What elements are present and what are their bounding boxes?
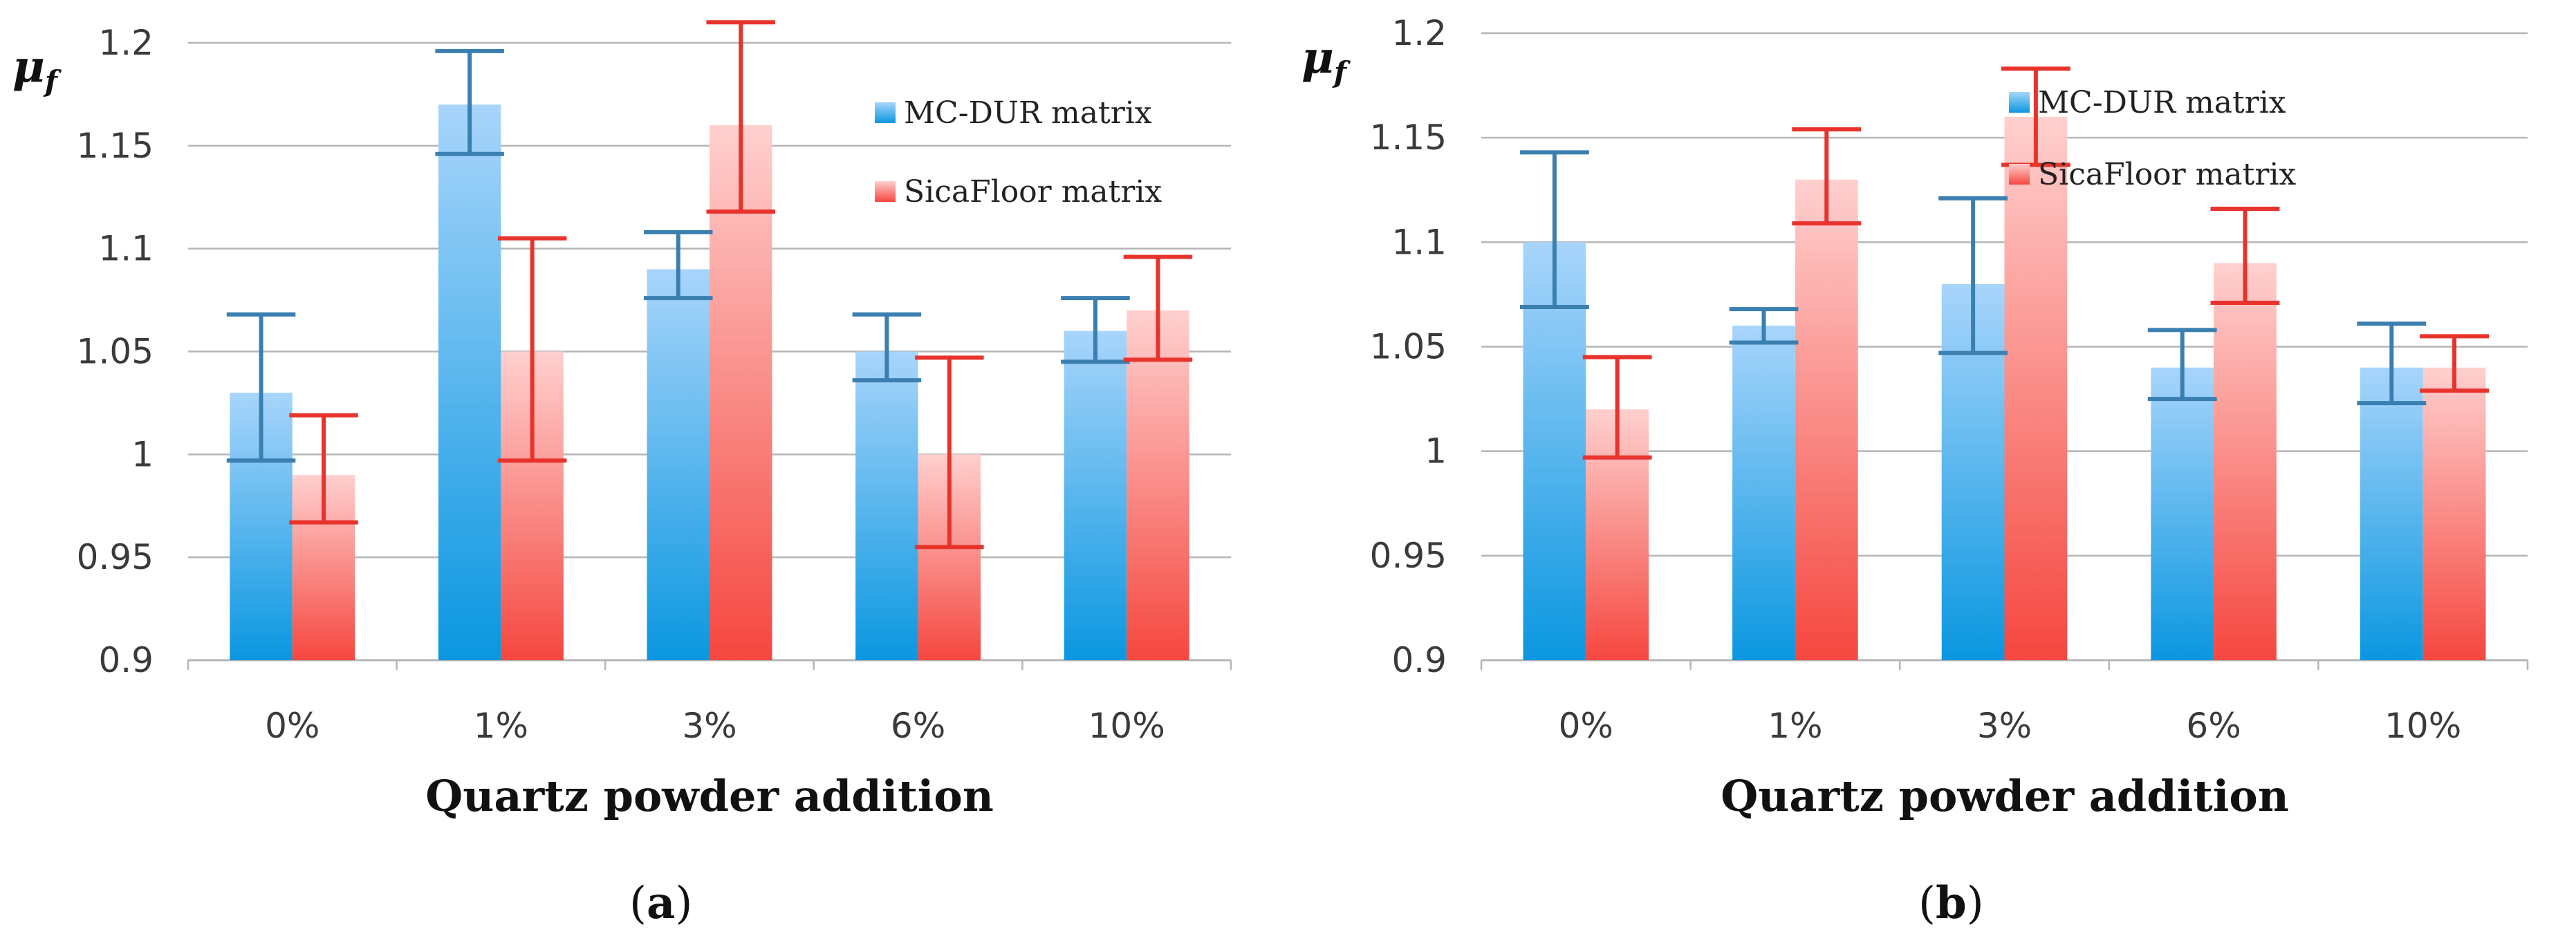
legend-swatch-sicafloor xyxy=(2009,164,2030,185)
y-tick-label: 1.1 xyxy=(98,229,154,269)
y-tick-label: 0.9 xyxy=(1391,640,1447,680)
y-tick-label: 1.2 xyxy=(98,23,154,63)
chart-panel-b: 0.9 0.95 1 1.05 1.1 1.15 1.2 0% 1% 3% 6% 10% μf Qu… xyxy=(1301,13,2529,929)
legend-label-mc-dur: MC-DUR matrix xyxy=(904,95,1152,131)
bar-mc-dur xyxy=(855,351,918,660)
x-tick-label: 6% xyxy=(891,706,945,746)
bar-sicafloor xyxy=(2422,367,2486,660)
legend-label-sicafloor: SicaFloor matrix xyxy=(904,174,1162,209)
x-tick-label: 10% xyxy=(2384,706,2461,746)
x-tick-label: 0% xyxy=(265,706,319,746)
error-bar-sicafloor xyxy=(1123,254,1193,362)
x-tick-label: 3% xyxy=(1977,706,2032,746)
x-tick-label: 10% xyxy=(1088,706,1165,746)
error-bar-sicafloor xyxy=(1582,355,1652,460)
error-bar-mc-dur xyxy=(1061,296,1130,364)
y-tick-label: 1.05 xyxy=(77,332,154,372)
y-tick-label: 1.15 xyxy=(77,126,154,166)
y-tick-label: 0.95 xyxy=(77,537,154,577)
error-bar-sicafloor xyxy=(706,20,776,214)
x-tick-label: 0% xyxy=(1559,706,1613,746)
bar-mc-dur xyxy=(1732,326,1795,660)
error-bars xyxy=(226,20,1193,550)
x-tick-label: 1% xyxy=(474,706,528,746)
legend-label-mc-dur: MC-DUR matrix xyxy=(2038,85,2286,120)
x-tick-labels: 0% 1% 3% 6% 10% xyxy=(1559,706,2462,746)
error-bar-sicafloor xyxy=(915,355,984,550)
bar-sicafloor xyxy=(710,125,772,661)
legend-label-sicafloor: SicaFloor matrix xyxy=(2038,157,2296,192)
y-tick-label: 1.1 xyxy=(1391,222,1447,262)
x-tick-labels: 0% 1% 3% 6% 10% xyxy=(265,706,1165,746)
error-bar-sicafloor xyxy=(2210,206,2280,306)
y-tick-label: 1 xyxy=(131,434,154,474)
y-axis-label: μf xyxy=(12,41,62,98)
legend-swatch-mc-dur xyxy=(2009,92,2030,113)
bar-sicafloor xyxy=(2004,116,2068,660)
error-bar-sicafloor xyxy=(2420,334,2490,393)
error-bar-mc-dur xyxy=(2147,328,2217,402)
x-tick-label: 6% xyxy=(2186,706,2241,746)
y-axis-label: μf xyxy=(1301,32,1351,89)
bar-mc-dur xyxy=(438,104,501,661)
error-bar-mc-dur xyxy=(1729,307,1799,345)
bar-sicafloor xyxy=(1127,310,1189,660)
x-tick-label: 1% xyxy=(1768,706,1822,746)
y-tick-label: 0.95 xyxy=(1370,536,1447,576)
error-bar-mc-dur xyxy=(2357,321,2427,406)
legend: MC-DUR matrix SicaFloor matrix xyxy=(875,95,1162,209)
panel-label-b: (b) xyxy=(1918,877,1984,929)
x-axis-label: Quartz powder addition xyxy=(1721,771,2289,821)
y-tick-label: 1.05 xyxy=(1370,327,1447,367)
error-bars xyxy=(1519,66,2490,460)
error-bar-mc-dur xyxy=(852,312,922,383)
bar-sicafloor xyxy=(1795,179,1858,661)
panel-label-a: (a) xyxy=(629,877,692,929)
y-tick-label: 1 xyxy=(1425,431,1447,471)
error-bar-sicafloor xyxy=(497,236,567,463)
bars xyxy=(230,104,1189,661)
error-bar-mc-dur xyxy=(1519,150,1589,310)
error-bar-mc-dur xyxy=(435,48,504,156)
legend-swatch-mc-dur xyxy=(875,102,896,123)
bar-mc-dur xyxy=(1523,242,1586,660)
y-tick-label: 1.2 xyxy=(1391,13,1447,53)
error-bar-sicafloor xyxy=(1792,127,1862,226)
y-tick-labels: 0.9 0.95 1 1.05 1.1 1.15 1.2 xyxy=(1370,13,1447,680)
legend: MC-DUR matrix SicaFloor matrix xyxy=(2009,85,2296,192)
bar-sicafloor xyxy=(2214,263,2277,661)
x-tick-label: 3% xyxy=(682,706,736,746)
legend-swatch-sicafloor xyxy=(875,181,896,202)
bar-mc-dur xyxy=(2360,367,2423,660)
error-bar-mc-dur xyxy=(643,230,713,301)
chart-panel-a: 0.9 0.95 1 1.05 1.1 1.15 1.2 0% 1% 3% 6% 10% μf Qu… xyxy=(12,20,1232,929)
error-bar-mc-dur xyxy=(226,312,296,463)
bar-mc-dur xyxy=(2151,367,2214,660)
y-tick-label: 0.9 xyxy=(98,640,154,680)
y-tick-label: 1.15 xyxy=(1370,118,1447,158)
x-axis-label: Quartz powder addition xyxy=(425,771,994,821)
error-bar-mc-dur xyxy=(1938,196,2008,355)
bar-mc-dur xyxy=(1064,330,1127,660)
y-tick-labels: 0.9 0.95 1 1.05 1.1 1.15 1.2 xyxy=(77,23,154,680)
error-bar-sicafloor xyxy=(289,413,358,525)
bar-mc-dur xyxy=(647,269,710,660)
bars xyxy=(1523,116,2486,661)
